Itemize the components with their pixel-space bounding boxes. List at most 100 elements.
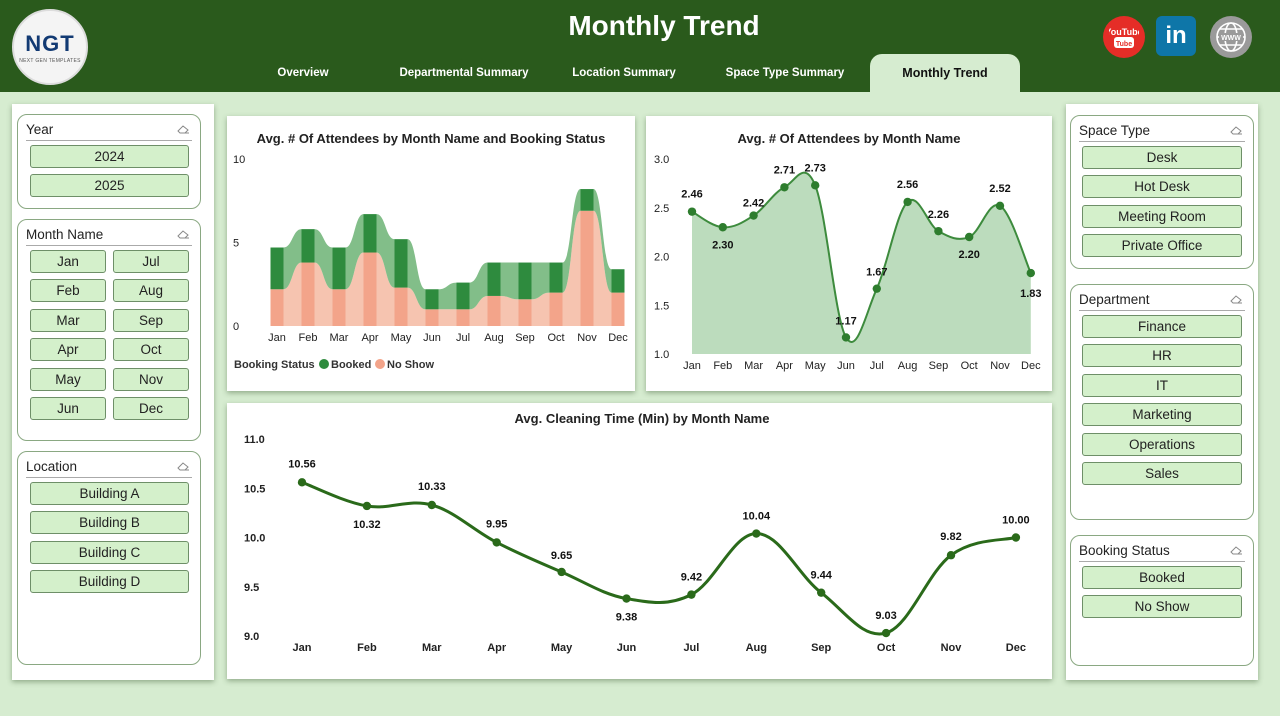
slicer-dept-it[interactable]: IT (1082, 374, 1242, 397)
slicer-month-mar[interactable]: Mar (30, 309, 106, 332)
eraser-icon[interactable] (1230, 294, 1243, 304)
tab-monthly-trend[interactable]: Monthly Trend (870, 54, 1020, 92)
booked-ribbon (593, 189, 612, 293)
tab-space-type-summary[interactable]: Space Type Summary (725, 67, 845, 79)
slicer-status-booked[interactable]: Booked (1082, 566, 1242, 589)
tab-overview[interactable]: Overview (277, 67, 329, 79)
slicer-year-2024[interactable]: 2024 (30, 145, 189, 168)
cleaning-time-line (301, 480, 1017, 636)
data-point (841, 333, 851, 342)
slicer-status-no-show[interactable]: No Show (1082, 595, 1242, 618)
booked-bar (487, 262, 501, 296)
eraser-icon[interactable] (177, 229, 190, 239)
year-slicer-title: Year (26, 122, 54, 137)
legend-marker-booked (319, 359, 329, 369)
slicer-month-sep[interactable]: Sep (113, 309, 189, 332)
data-label: 10.33 (418, 481, 446, 493)
slicer-month-apr[interactable]: Apr (30, 338, 106, 361)
x-tick-label: Mar (422, 642, 442, 654)
eraser-icon[interactable] (177, 124, 190, 134)
booked-bar (549, 262, 563, 293)
no-show-bar (425, 309, 439, 326)
booked-ribbon (283, 229, 302, 290)
data-point (297, 478, 307, 487)
no-show-bar (270, 289, 284, 326)
no-show-ribbon (407, 287, 426, 326)
chart-attendees-by-status: 10 5 0 Jan Feb Mar Apr May Jun Jul Aug Sep Oct Nov Dec… (233, 154, 628, 371)
slicer-dept-sales[interactable]: Sales (1082, 462, 1242, 485)
slicer-month-jun[interactable]: Jun (30, 397, 106, 420)
y-tick-label: 11.0 (244, 434, 265, 446)
slicer-space-hot-desk[interactable]: Hot Desk (1082, 175, 1242, 198)
slicer-location-building-d[interactable]: Building D (30, 570, 189, 593)
x-tick-label: Aug (484, 332, 504, 344)
no-show-ribbon (593, 210, 612, 326)
data-label: 10.04 (743, 511, 771, 523)
slicer-dept-hr[interactable]: HR (1082, 344, 1242, 367)
data-label: 2.20 (958, 249, 979, 261)
slicer-location-building-a[interactable]: Building A (30, 482, 189, 505)
tab-departmental-summary[interactable]: Departmental Summary (399, 67, 529, 79)
data-label: 9.03 (875, 610, 896, 622)
slicer-month-dec[interactable]: Dec (113, 397, 189, 420)
logo-subtext: NEXT GEN TEMPLATES (19, 57, 81, 64)
x-tick-label: Nov (577, 332, 597, 344)
data-point (687, 590, 696, 599)
no-show-bar (363, 252, 377, 326)
slicer-dept-finance[interactable]: Finance (1082, 315, 1242, 338)
y-tick-label: 10.5 (244, 483, 265, 495)
linkedin-icon[interactable]: in (1156, 16, 1196, 56)
x-tick-label: Jan (683, 360, 701, 372)
no-show-bar (611, 292, 625, 326)
slicer-space-private-office[interactable]: Private Office (1082, 234, 1242, 257)
youtube-icon-text: YouTube (1109, 27, 1139, 37)
x-tick-label: Dec (608, 332, 628, 344)
data-label: 9.44 (810, 570, 832, 582)
x-tick-label: Sep (811, 642, 831, 654)
slicer-month-jul[interactable]: Jul (113, 250, 189, 273)
tab-location-summary[interactable]: Location Summary (572, 67, 676, 79)
no-show-ribbon (438, 309, 457, 326)
y-tick-label: 10.0 (244, 533, 265, 545)
eraser-icon[interactable] (177, 461, 190, 471)
slicer-month-aug[interactable]: Aug (113, 279, 189, 302)
x-tick-label: Feb (357, 642, 377, 654)
slicer-space-desk[interactable]: Desk (1082, 146, 1242, 169)
booked-bar (301, 229, 315, 263)
globe-icon[interactable]: WWW (1210, 16, 1252, 58)
data-label: 10.56 (288, 458, 316, 470)
data-point (622, 594, 631, 603)
slicer-month-feb[interactable]: Feb (30, 279, 106, 302)
legend-label-booked: Booked (331, 359, 371, 371)
x-tick-label: Nov (990, 360, 1010, 372)
header-bar: NGT NEXT GEN TEMPLATES Monthly Trend Ove… (0, 0, 1280, 92)
x-tick-label: Jan (268, 332, 286, 344)
slicer-month-oct[interactable]: Oct (113, 338, 189, 361)
data-point (718, 223, 727, 232)
x-tick-label: Apr (361, 332, 378, 344)
x-tick-label: Sep (929, 360, 949, 372)
slicer-dept-operations[interactable]: Operations (1082, 433, 1242, 456)
slicer-dept-marketing[interactable]: Marketing (1082, 403, 1242, 426)
data-label: 9.82 (940, 531, 961, 543)
slicer-month-nov[interactable]: Nov (113, 368, 189, 391)
no-show-bar (456, 309, 470, 326)
slicer-month-may[interactable]: May (30, 368, 106, 391)
slicer-location-building-b[interactable]: Building B (30, 511, 189, 534)
data-label: 10.32 (353, 519, 381, 531)
booked-ribbon (562, 189, 581, 293)
logo-text: NGT (25, 30, 75, 56)
slicer-year-2025[interactable]: 2025 (30, 174, 189, 197)
legend-marker-no-show (375, 359, 385, 369)
x-tick-label: Dec (1021, 360, 1041, 372)
y-tick-label: 9.0 (244, 631, 259, 643)
eraser-icon[interactable] (1230, 545, 1243, 555)
no-show-ribbon (376, 252, 395, 326)
data-label: 1.17 (835, 315, 856, 327)
eraser-icon[interactable] (1230, 125, 1243, 135)
slicer-location-building-c[interactable]: Building C (30, 541, 189, 564)
youtube-icon[interactable]: YouTube Tube (1103, 16, 1145, 58)
slicer-month-jan[interactable]: Jan (30, 250, 106, 273)
x-tick-label: Jul (683, 642, 699, 654)
slicer-space-meeting-room[interactable]: Meeting Room (1082, 205, 1242, 228)
